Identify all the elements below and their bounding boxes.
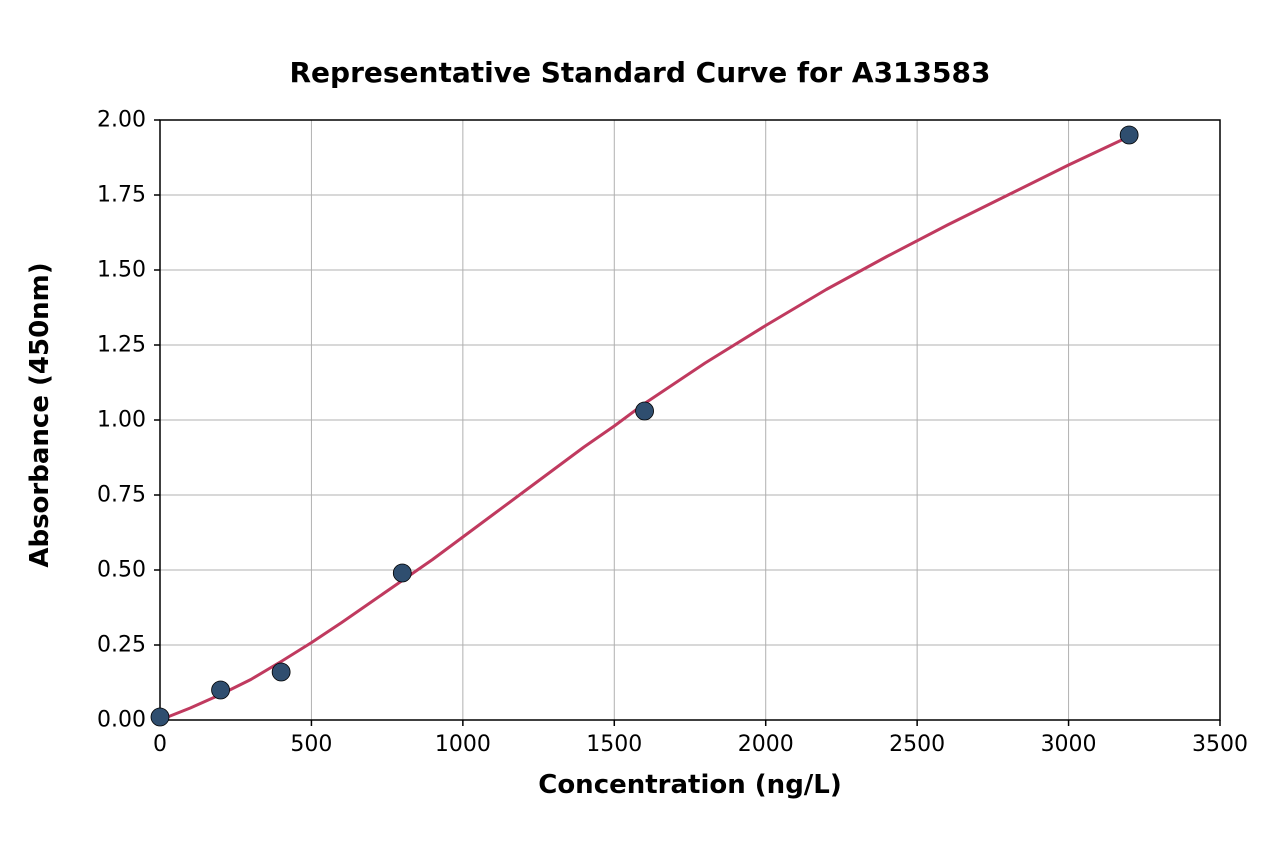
- x-tick-label: 2000: [738, 732, 794, 757]
- x-tick-label: 1000: [435, 732, 491, 757]
- y-tick-label: 2.00: [76, 108, 146, 133]
- y-tick-label: 1.50: [76, 258, 146, 283]
- data-point: [212, 681, 230, 699]
- x-tick-label: 3500: [1192, 732, 1248, 757]
- data-point: [1120, 126, 1138, 144]
- x-tick-label: 2500: [889, 732, 945, 757]
- x-tick-label: 500: [290, 732, 332, 757]
- data-point: [272, 663, 290, 681]
- y-tick-label: 0.00: [76, 708, 146, 733]
- y-tick-label: 0.25: [76, 633, 146, 658]
- chart-svg: [0, 0, 1280, 845]
- y-tick-label: 0.50: [76, 558, 146, 583]
- data-point: [636, 402, 654, 420]
- y-tick-label: 1.25: [76, 333, 146, 358]
- x-tick-label: 1500: [586, 732, 642, 757]
- x-tick-label: 3000: [1041, 732, 1097, 757]
- data-point: [393, 564, 411, 582]
- x-tick-label: 0: [153, 732, 167, 757]
- y-tick-label: 0.75: [76, 483, 146, 508]
- y-tick-label: 1.75: [76, 183, 146, 208]
- data-point: [151, 708, 169, 726]
- chart-container: Representative Standard Curve for A31358…: [0, 0, 1280, 845]
- y-tick-label: 1.00: [76, 408, 146, 433]
